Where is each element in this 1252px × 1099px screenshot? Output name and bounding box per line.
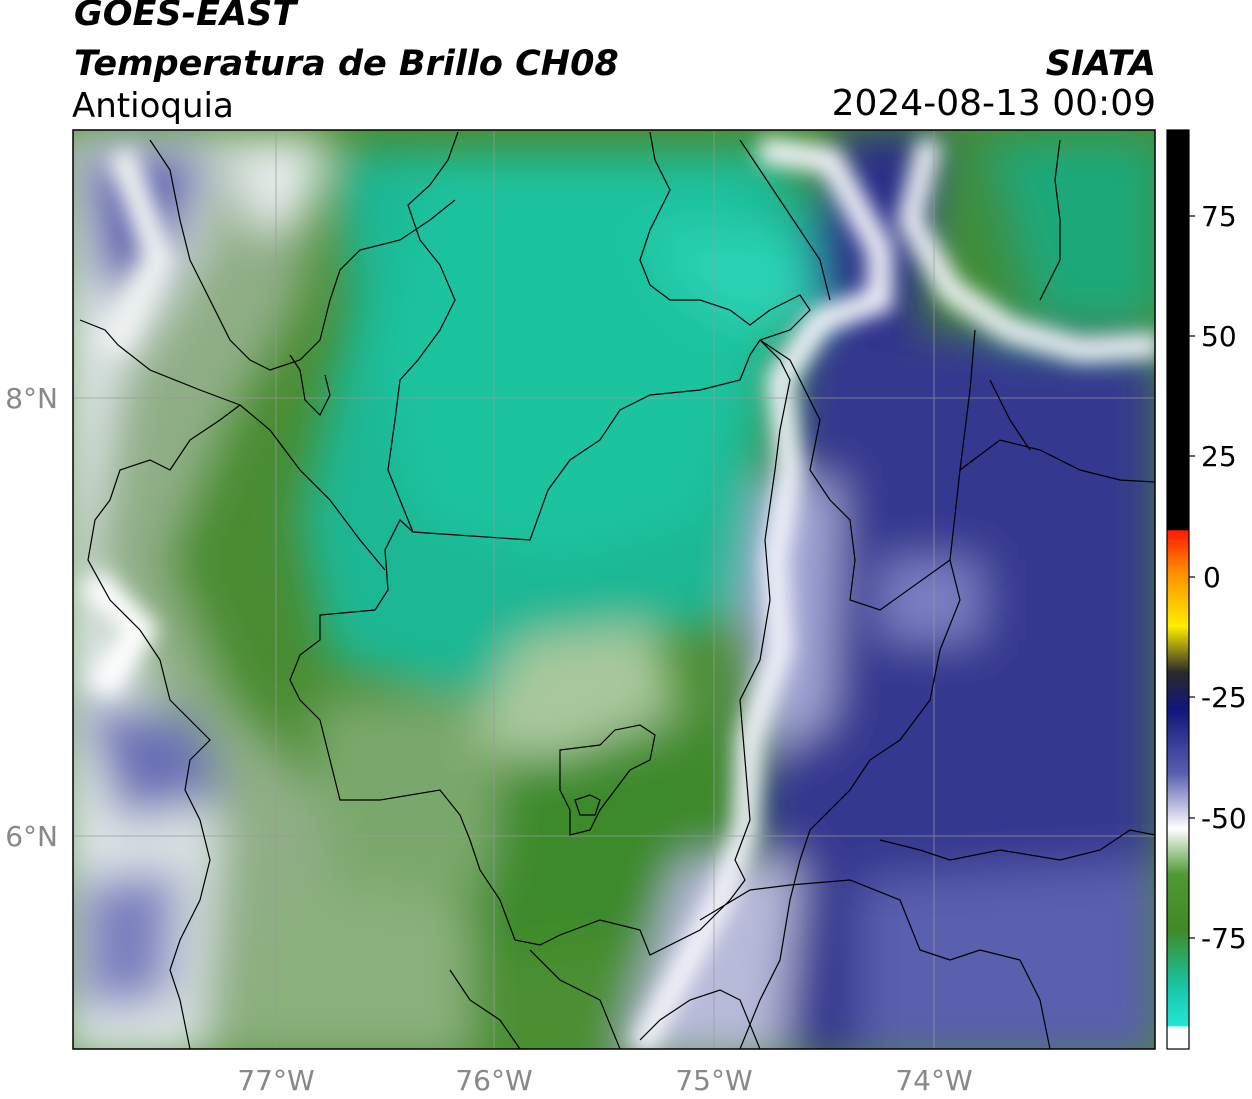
colorbar-tick-label: 25	[1201, 440, 1237, 473]
colorbar-tick-label: 50	[1201, 320, 1237, 353]
colorbar-tick-label: -50	[1201, 802, 1247, 835]
y-tick-label: 6°N	[5, 820, 58, 853]
colorbar-frame	[1166, 129, 1190, 1050]
product-title: Temperatura de Brillo CH08	[74, 44, 619, 84]
gridlines	[73, 130, 1155, 1049]
satellite-title: GOES-EAST	[74, 0, 297, 34]
y-tick-label: 8°N	[5, 382, 58, 415]
x-tick-label: 76°W	[455, 1064, 532, 1097]
map-frame	[72, 129, 1156, 1050]
x-tick-label: 74°W	[895, 1064, 972, 1097]
x-tick-label: 75°W	[675, 1064, 752, 1097]
boundaries	[79, 131, 1155, 1049]
colorbar-tick-label: 0	[1203, 561, 1221, 594]
region-title: Antioquia	[72, 86, 234, 126]
organization-label: SIATA	[1045, 44, 1156, 84]
x-tick-label: 77°W	[237, 1064, 314, 1097]
colorbar-tick-label: -25	[1201, 681, 1247, 714]
colorbar: 75 50 25 0 -25 -50 -75	[1166, 129, 1247, 1050]
colorbar-scale	[1167, 130, 1189, 1049]
datetime-label: 2024-08-13 00:09	[831, 83, 1156, 124]
colorbar-tick-label: -75	[1201, 922, 1247, 955]
satellite-image	[73, 130, 1155, 1049]
colorbar-tick-label: 75	[1201, 200, 1237, 233]
